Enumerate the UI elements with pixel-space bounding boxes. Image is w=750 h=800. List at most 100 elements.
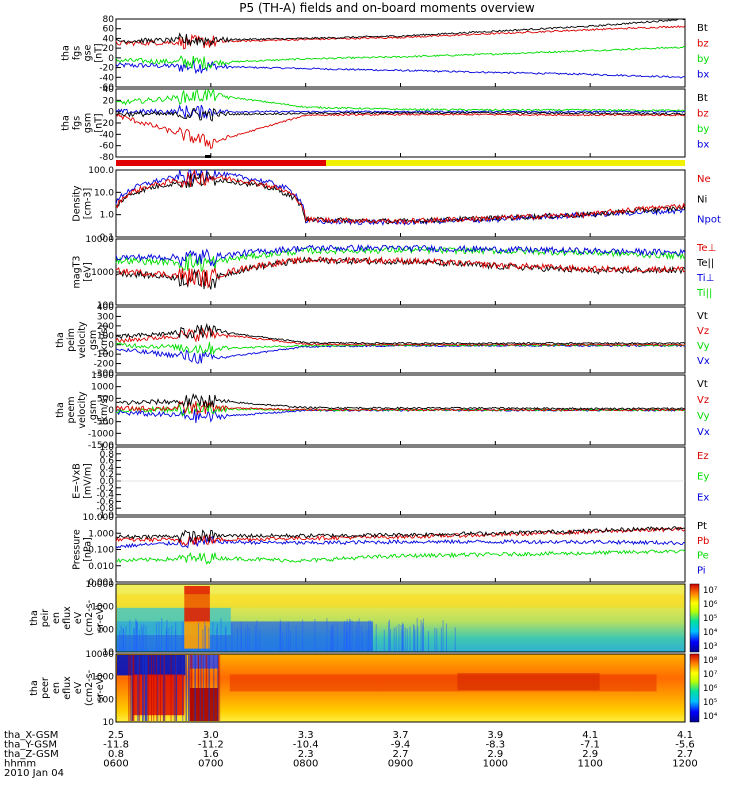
- date-label: 2010 Jan 04: [4, 768, 64, 779]
- x-tick-label: 3.7: [393, 730, 409, 741]
- x-tick-label: 0800: [293, 759, 318, 770]
- x-tick-label: 1100: [577, 759, 602, 770]
- y-axis-label: (cm2-s-: [84, 670, 95, 706]
- colorbar-label: 10³: [703, 642, 717, 652]
- y-tick-label: 0.1: [100, 233, 114, 243]
- legend-entry: Ex: [697, 492, 709, 503]
- y-tick-label: 0.2: [100, 470, 114, 480]
- y-tick-label: 1.0: [100, 211, 115, 221]
- x-tick-label: 1000: [483, 759, 508, 770]
- y-axis-label: [eV]: [83, 262, 94, 282]
- y-tick-label: -0.6: [96, 497, 114, 507]
- legend-entry: Pe: [697, 551, 709, 562]
- x-tick-label: 2.9: [582, 749, 598, 760]
- low-flux-region: [189, 655, 219, 669]
- y-axis-label: tha: [29, 680, 40, 696]
- y-tick-label: 10: [103, 648, 115, 658]
- legend-entry: Pi: [697, 565, 706, 576]
- y-tick-label: -500: [94, 418, 115, 428]
- y-tick-label: -60: [99, 83, 114, 93]
- x-tick-label: 1200: [672, 759, 697, 770]
- y-axis-label: eV: [73, 611, 84, 624]
- y-axis-label: fgs: [72, 46, 83, 60]
- y-tick-label: 10.000: [83, 513, 115, 523]
- legend-entry: Ne: [697, 174, 711, 185]
- series-line-Vz: [115, 400, 686, 415]
- x-tick-label: 2.9: [487, 749, 503, 760]
- y-tick-label: -1500: [88, 441, 114, 451]
- legend-entry: Ni: [697, 194, 707, 205]
- y-tick-label: 0.100: [88, 546, 114, 556]
- series-line-bx: [115, 60, 686, 79]
- colorbar: [689, 583, 700, 653]
- y-axis-label: sr-eV): [95, 674, 106, 702]
- y-tick-label: -0.8: [96, 504, 114, 514]
- series-line-by: [115, 46, 686, 71]
- series-line-Bt: [115, 18, 686, 47]
- y-tick-label: 0.001: [88, 578, 114, 588]
- legend-entry: Vz: [697, 395, 709, 406]
- y-tick-label: 1000: [91, 673, 114, 683]
- x-tick-label: 3.9: [487, 730, 503, 741]
- legend-entry: Ti⊥: [696, 273, 714, 284]
- y-tick-label: -1000: [88, 429, 114, 439]
- y-axis-label: peer: [40, 677, 51, 699]
- x-row-label: tha_Z-GSM: [4, 749, 59, 760]
- legend-entry: Npot: [697, 215, 721, 226]
- x-tick-label: 0900: [388, 759, 413, 770]
- y-tick-label: -200: [94, 360, 115, 370]
- legend-entry: Vy: [697, 341, 710, 352]
- y-axis-label: gsm: [88, 400, 99, 420]
- y-axis-label: peir: [40, 609, 51, 628]
- series-line-Ne: [115, 169, 686, 226]
- colorbar-label: 10⁵: [703, 698, 717, 708]
- y-axis-label: tha: [61, 115, 72, 131]
- legend-entry: Vx: [697, 427, 710, 438]
- x-tick-label: 3.0: [203, 730, 219, 741]
- x-tick-label: -11.2: [198, 740, 224, 751]
- y-axis-label: [nT]: [94, 113, 105, 132]
- series-line-bz: [115, 25, 686, 50]
- series-line-bx: [115, 103, 686, 120]
- y-tick-label: 1000: [91, 383, 114, 393]
- series-line-Pb: [115, 526, 686, 546]
- x-row-label: tha_Y-GSM: [4, 740, 57, 751]
- series-line-Bt: [115, 108, 686, 122]
- y-tick-label: 0.4: [100, 463, 115, 473]
- x-tick-label: 2.7: [393, 749, 409, 760]
- y-tick-label: -300: [94, 369, 115, 379]
- y-axis-label: Density: [72, 185, 83, 221]
- y-axis-label: peem: [66, 397, 77, 424]
- y-tick-label: 60: [103, 25, 115, 35]
- y-axis-label: velocity: [77, 391, 88, 429]
- series-line-Pe: [115, 549, 686, 566]
- y-axis-label: [mV/m]: [83, 463, 94, 499]
- plasma-sheet-band: [457, 673, 600, 691]
- y-axis-label: [nPa]: [83, 537, 94, 562]
- y-tick-label: 0.0: [100, 477, 115, 487]
- y-axis-label: gsm: [88, 330, 99, 350]
- y-tick-label: 1.0: [100, 443, 115, 453]
- series-line-bz: [115, 113, 686, 150]
- y-tick-label: 0.6: [100, 457, 115, 467]
- y-tick-label: -100: [94, 350, 115, 360]
- x-axis-labels: tha_X-GSM 2.5 3.0 3.3 3.7 3.9 4.1 4.1 tha_Y-GSM -…: [4, 730, 698, 770]
- panel-3: Density [cm-3] 0.1 1.0 10.0 100.0 Ne Ni Npot: [72, 166, 721, 243]
- y-axis-label: (cm2-s-: [84, 600, 95, 636]
- mode-bar: [116, 155, 685, 166]
- y-tick-label: 100: [97, 695, 114, 705]
- y-tick-label: 0: [108, 108, 114, 118]
- x-tick-label: 1.6: [203, 749, 219, 760]
- burst-region: [184, 586, 210, 624]
- legend-entry: by: [697, 54, 709, 65]
- y-tick-label: 0.8: [100, 450, 115, 460]
- y-axis-label: tha: [55, 402, 66, 418]
- y-tick-label: 20: [103, 44, 115, 54]
- y-tick-label: 20: [103, 96, 115, 106]
- spectrogram-frame: [115, 583, 686, 653]
- spectrogram-2: [115, 653, 686, 723]
- y-tick-label: 500: [97, 394, 114, 404]
- legend-entry: Pb: [697, 536, 709, 547]
